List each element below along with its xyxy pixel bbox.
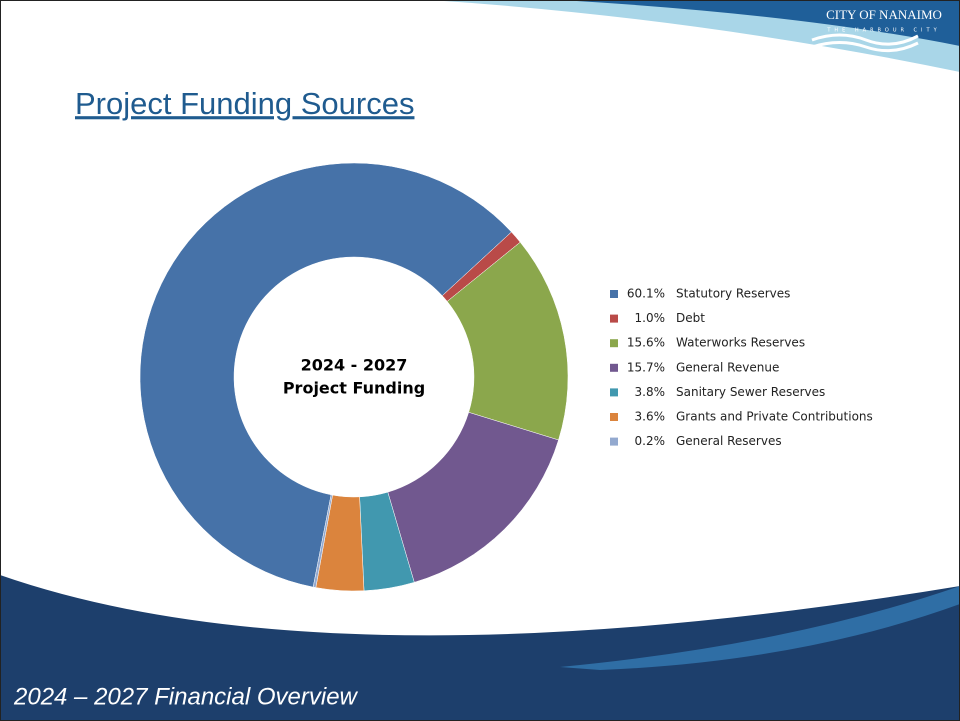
legend-value: 60.1%	[627, 287, 665, 301]
top-wave-dark	[560, 0, 960, 46]
legend-label: Sanitary Sewer Reserves	[676, 385, 825, 399]
legend-swatch	[610, 314, 618, 323]
footer: 2024 – 2027 Financial Overview	[13, 683, 359, 710]
legend-value: 15.7%	[627, 360, 665, 374]
legend-label: General Revenue	[676, 360, 779, 374]
donut-slice	[312, 494, 333, 588]
bottom-wave	[560, 586, 960, 670]
donut-chart: 2024 - 2027 Project Funding 60.1% Statutory…	[139, 162, 873, 592]
legend-label: General Reserves	[676, 434, 782, 448]
chart-title: Project Funding Sources	[75, 86, 414, 121]
donut-slice	[387, 412, 559, 583]
logo-waves	[811, 33, 919, 53]
legend-label: Debt	[676, 311, 705, 325]
legend-swatch	[610, 363, 618, 372]
legend-label: Waterworks Reserves	[676, 336, 805, 350]
legend-value: 3.6%	[635, 410, 666, 424]
legend-swatch	[610, 413, 618, 421]
center-label: Project Funding	[283, 379, 425, 398]
legend-swatch	[610, 339, 618, 348]
legend-swatch	[610, 290, 618, 298]
legend-value: 3.8%	[635, 385, 666, 399]
legend-value: 1.0%	[635, 311, 666, 325]
legend-label: Statutory Reserves	[676, 287, 790, 301]
bottom-band	[0, 575, 960, 721]
legend-value: 15.6%	[627, 336, 665, 350]
center-label: 2024 - 2027	[301, 356, 408, 375]
legend-swatch	[610, 388, 618, 397]
logo-name: CITY OF NANAIMO	[826, 7, 942, 22]
legend-swatch	[610, 437, 618, 446]
donut-slice	[139, 162, 512, 588]
donut-slice	[446, 241, 569, 441]
legend-value: 0.2%	[635, 434, 666, 448]
logo-tagline: THE HARBOUR CITY	[826, 28, 940, 34]
legend-label: Grants and Private Contributions	[676, 410, 873, 424]
